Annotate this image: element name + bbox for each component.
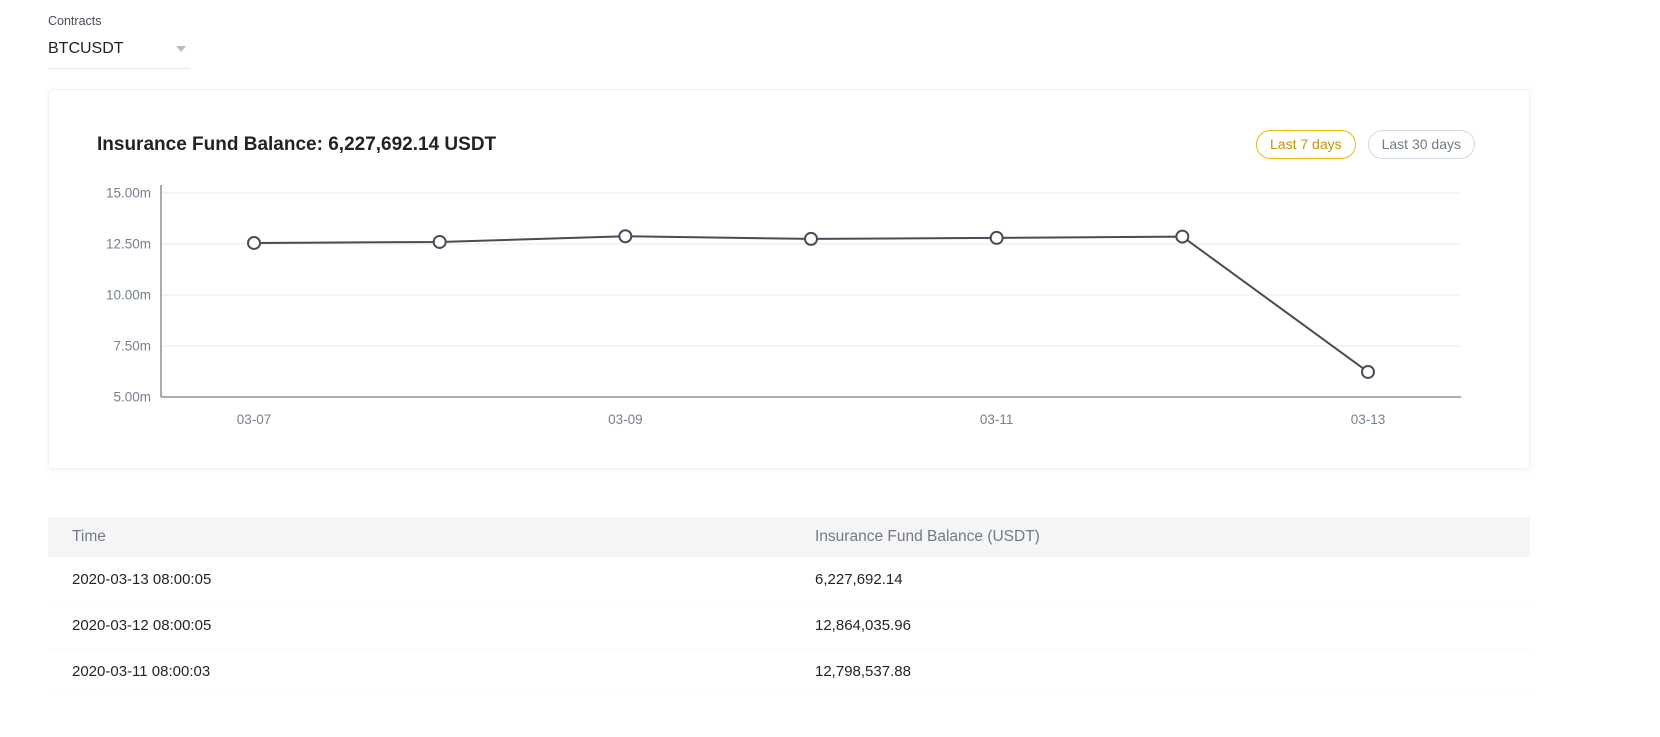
cell-balance: 12,864,035.96 — [815, 617, 911, 634]
chart-point — [618, 229, 633, 244]
chart-title: Insurance Fund Balance: 6,227,692.14 USD… — [97, 133, 497, 155]
contracts-selected-value: BTCUSDT — [48, 40, 124, 57]
x-tick-label: 03-07 — [237, 412, 272, 427]
range-toggle: Last 7 days Last 30 days — [1256, 130, 1475, 159]
card-header: Insurance Fund Balance: 6,227,692.14 USD… — [49, 90, 1529, 159]
table-row: 2020-03-12 08:00:05 12,864,035.96 — [48, 603, 1530, 649]
cell-time: 2020-03-13 08:00:05 — [72, 571, 212, 588]
y-tick-label: 10.00m — [106, 288, 151, 303]
contracts-label: Contracts — [48, 14, 102, 28]
chart-point — [432, 234, 447, 249]
x-tick-label: 03-13 — [1351, 412, 1386, 427]
table-header-balance: Insurance Fund Balance (USDT) — [815, 528, 1040, 545]
y-tick-label: 15.00m — [106, 186, 151, 201]
y-tick-label: 12.50m — [106, 237, 151, 252]
chart-point — [1361, 364, 1375, 379]
chart-point — [247, 235, 261, 250]
x-tick-label: 03-11 — [980, 412, 1014, 427]
chart-point — [989, 230, 1004, 245]
y-tick-label: 7.50m — [113, 339, 151, 354]
chevron-down-icon — [176, 46, 186, 52]
table-header-time: Time — [72, 528, 106, 545]
table-row: 2020-03-13 08:00:05 6,227,692.14 — [48, 557, 1530, 603]
chart-point — [804, 231, 818, 246]
cell-balance: 6,227,692.14 — [815, 571, 903, 588]
insurance-fund-table: Time Insurance Fund Balance (USDT) 2020-0… — [48, 517, 1530, 695]
cell-balance: 12,798,537.88 — [815, 663, 911, 680]
table-body: 2020-03-13 08:00:05 6,227,692.14 2020-03-1… — [48, 557, 1530, 695]
cell-time: 2020-03-11 08:00:03 — [72, 663, 211, 680]
range-button-last-30-days[interactable]: Last 30 days — [1367, 130, 1475, 159]
cell-time: 2020-03-12 08:00:05 — [72, 617, 212, 634]
range-button-last-7-days[interactable]: Last 7 days — [1256, 130, 1356, 159]
table-row: 2020-03-11 08:00:03 12,798,537.88 — [48, 649, 1530, 695]
contracts-selector-section: Contracts BTCUSDT — [0, 0, 1660, 69]
insurance-fund-card: Insurance Fund Balance: 6,227,692.14 USD… — [48, 89, 1530, 469]
chart-area: 5.00m 7.50m 10.00m 12.50m 15.00m 03-07 03-09 03… — [49, 159, 1529, 468]
chart-line — [253, 235, 1369, 373]
insurance-fund-chart: 5.00m 7.50m 10.00m 12.50m 15.00m 03-07 03-09 03… — [106, 185, 1461, 427]
chart-point — [1175, 229, 1190, 244]
table-header-row: Time Insurance Fund Balance (USDT) — [48, 517, 1530, 557]
x-tick-label: 03-09 — [608, 412, 643, 427]
y-tick-label: 5.00m — [113, 390, 151, 405]
contracts-dropdown[interactable]: BTCUSDT — [48, 35, 190, 69]
